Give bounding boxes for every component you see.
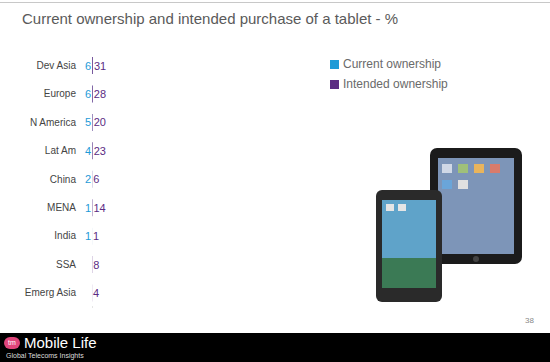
svg-text:20: 20	[94, 116, 106, 128]
html-text:Mobile Life: Mobile Life	[24, 334, 97, 351]
svg-text:1: 1	[93, 230, 99, 242]
svg-text:Europe: Europe	[44, 88, 77, 99]
svg-text:1: 1	[85, 230, 91, 242]
svg-text:6: 6	[93, 173, 99, 185]
svg-text:4: 4	[93, 287, 99, 299]
html-text:Current ownership: Current ownership	[343, 57, 441, 71]
svg-text:14: 14	[93, 202, 105, 214]
svg-text:6: 6	[85, 88, 91, 100]
svg-text:1: 1	[85, 202, 91, 214]
svg-text:23: 23	[94, 145, 106, 157]
svg-text:SSA: SSA	[56, 259, 76, 270]
html-text:tm: tm	[8, 339, 16, 346]
svg-text:Dev Asia: Dev Asia	[37, 60, 77, 71]
svg-text:China: China	[50, 174, 77, 185]
svg-text:31: 31	[94, 60, 106, 72]
html-text:Intended ownership: Intended ownership	[343, 77, 448, 91]
svg-text:Emerg Asia: Emerg Asia	[25, 287, 77, 298]
svg-text:4: 4	[85, 145, 91, 157]
svg-text:N America: N America	[30, 117, 77, 128]
svg-text:India: India	[54, 230, 76, 241]
svg-text:2: 2	[85, 173, 91, 185]
svg-text:5: 5	[85, 116, 91, 128]
svg-text:6: 6	[85, 60, 91, 72]
svg-text:Lat Am: Lat Am	[45, 145, 76, 156]
svg-text:28: 28	[94, 88, 106, 100]
svg-text:8: 8	[93, 259, 99, 271]
html-text:38: 38	[525, 316, 534, 325]
html-text:Current ownership and intended: Current ownership and intended purchase …	[22, 10, 399, 27]
svg-text:MENA: MENA	[47, 202, 76, 213]
html-text:Global Telecoms Insights: Global Telecoms Insights	[6, 352, 84, 359]
